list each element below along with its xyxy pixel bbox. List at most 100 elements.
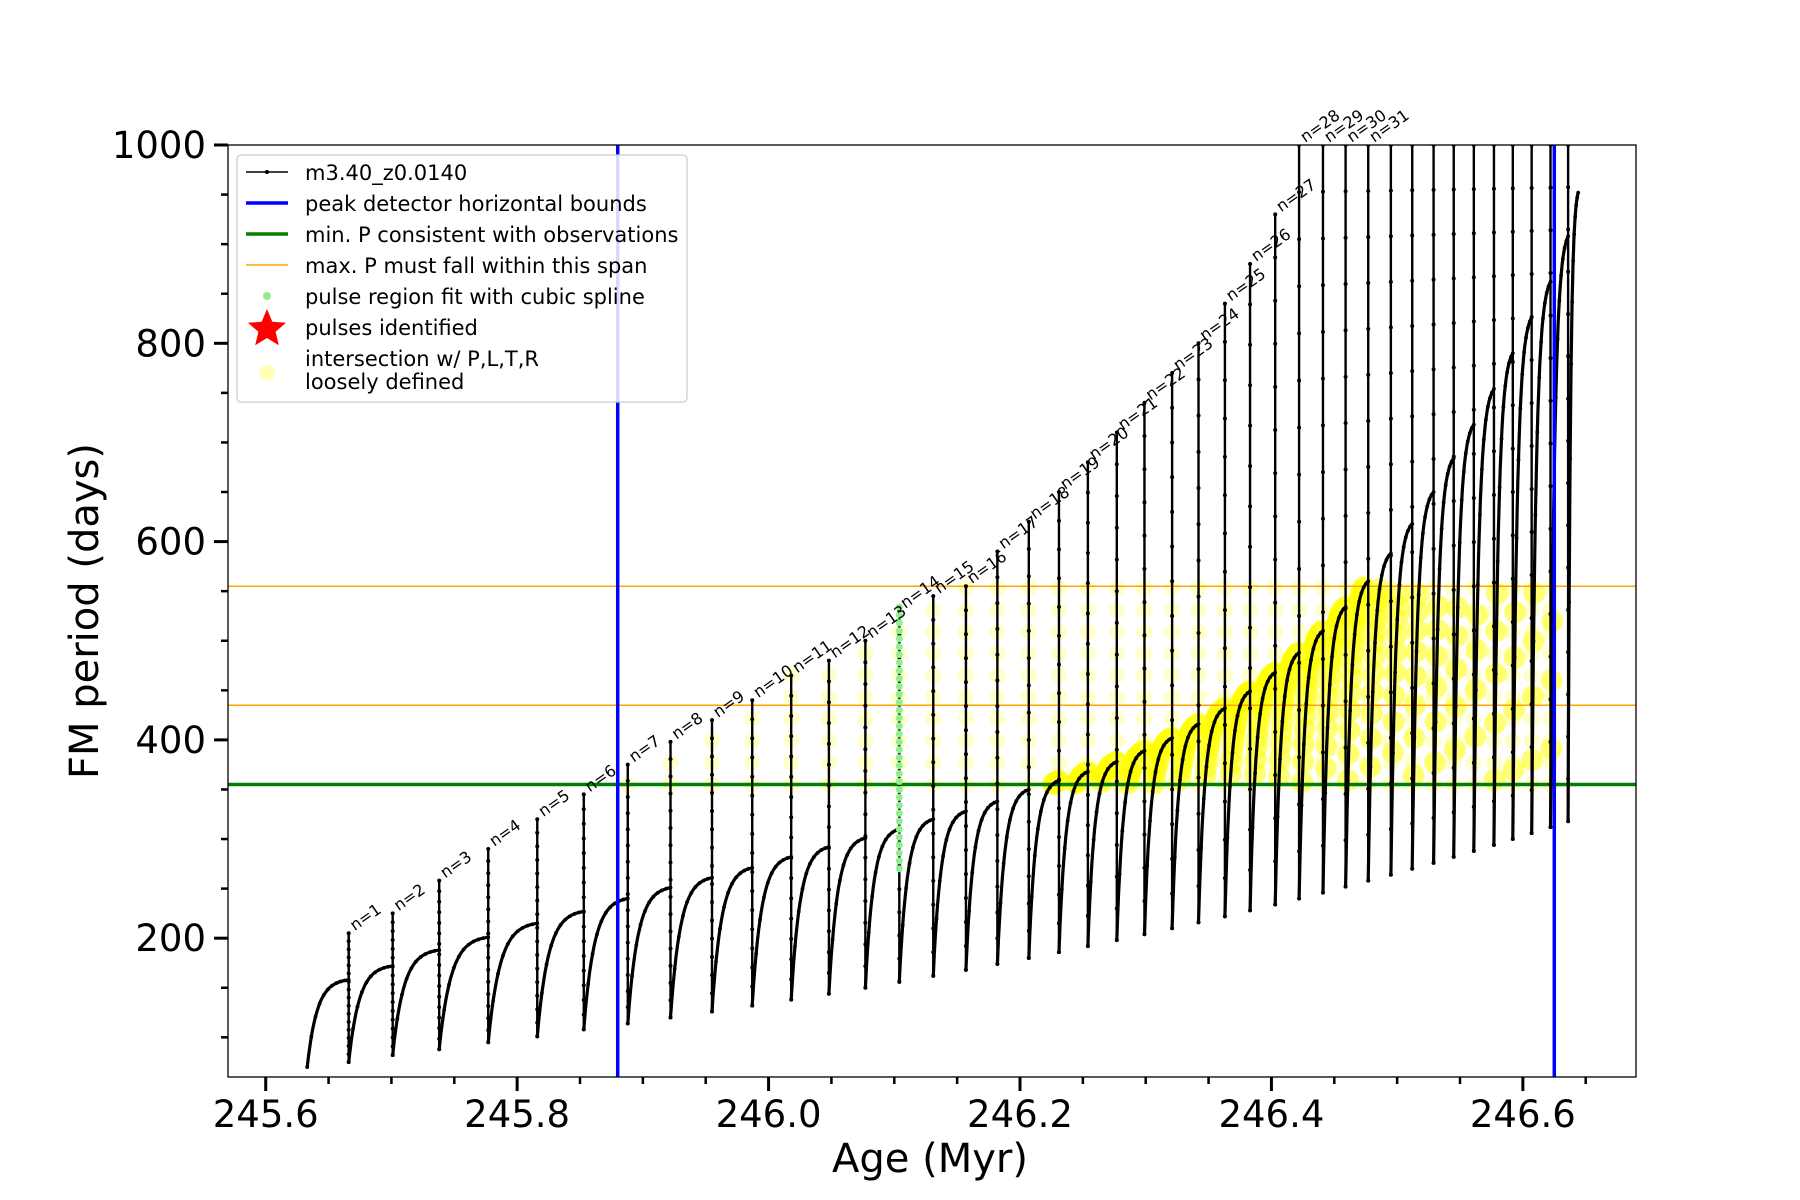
spike-point [1085,611,1090,616]
model-point [621,897,626,902]
spike-point [1471,231,1476,236]
model-point [404,976,409,981]
spike-point [1026,956,1031,961]
spike-point [826,679,831,684]
spike-point [995,755,1000,760]
spike-point [1529,745,1534,750]
spike-point [1388,553,1393,558]
spike-point [390,982,395,987]
spike-point [1142,666,1147,671]
spike-point [995,910,1000,915]
spike-point [863,747,868,752]
spike-point [789,876,794,881]
spike-point [1410,233,1415,238]
model-point [381,965,386,970]
spike-point [1142,434,1147,439]
model-point [1345,778,1350,783]
spike-point [1410,866,1415,871]
model-point [950,820,955,825]
model-point [1575,195,1580,200]
model-point [1309,658,1313,662]
spike-point [1248,261,1253,266]
spike-point [963,632,968,637]
spike-point [1248,666,1253,671]
model-point [1023,788,1028,793]
y-tick-label: 600 [135,521,206,564]
spike-point [897,956,902,961]
spike-point [1529,530,1534,535]
model-point [754,951,759,956]
model-point [1233,728,1237,733]
model-point [351,1026,355,1031]
spike-point [1510,186,1515,191]
spike-point [1273,298,1278,303]
spike-point [826,845,831,850]
model-point [941,854,945,859]
spike-point [1248,827,1253,832]
model-point [1533,513,1538,517]
spike-point [1366,464,1371,469]
spike-point [750,1003,755,1008]
spike-point [750,889,755,894]
spike-point [1114,906,1119,911]
model-point [305,1065,310,1069]
spike-point [1343,745,1348,750]
model-point [1447,464,1452,469]
spike-point [1343,421,1348,426]
spike-point [1273,428,1278,433]
spike-point [1343,560,1348,565]
model-point [1541,316,1545,321]
spike-point [1510,750,1515,755]
spike-point [1510,273,1515,278]
model-point [1080,773,1085,778]
legend-box [236,154,688,403]
model-point [1576,190,1581,195]
spike-point [863,964,868,969]
model-point [1045,790,1049,795]
spike-point [1410,595,1415,600]
model-point [672,966,677,971]
spike-point [931,689,936,694]
spike-point [826,721,831,726]
model-point [777,860,782,865]
model-point [937,879,942,883]
model-point [765,880,770,885]
spike-point [1431,636,1436,641]
spike-point [668,808,673,813]
spike-point [710,882,714,887]
x-tick-label: 245.6 [213,1093,319,1136]
model-point [355,1004,360,1009]
model-point [904,886,909,890]
model-point [1071,789,1076,794]
spike-point [1056,547,1061,552]
spike-point [1510,316,1515,321]
model-point [1260,696,1265,701]
spike-point [995,858,1000,863]
spike-point [1196,847,1201,852]
spike-point [1410,776,1415,781]
spike-point [668,894,673,899]
spike-point [1248,463,1253,468]
model-point [1159,749,1163,753]
spike-point [995,781,1000,786]
spike-point [1026,765,1031,770]
spike-point [1366,326,1371,331]
spike-point [1388,462,1393,467]
spike-point [1410,550,1415,555]
spike-point [1471,804,1476,809]
model-point [914,835,919,839]
spike-point [668,981,673,986]
spike-point [535,1020,540,1025]
spike-point [995,704,1000,709]
spike-point [710,772,714,777]
model-point [1183,744,1188,749]
y-tick-label: 400 [135,719,206,762]
model-point [1457,540,1462,545]
spike-point [1273,600,1278,605]
model-point [1167,737,1172,742]
spike-point [1085,792,1090,797]
spike-point [1388,416,1393,421]
x-tick-label: 246.0 [716,1093,822,1136]
spike-point [1343,838,1348,843]
spike-point [1431,681,1436,686]
